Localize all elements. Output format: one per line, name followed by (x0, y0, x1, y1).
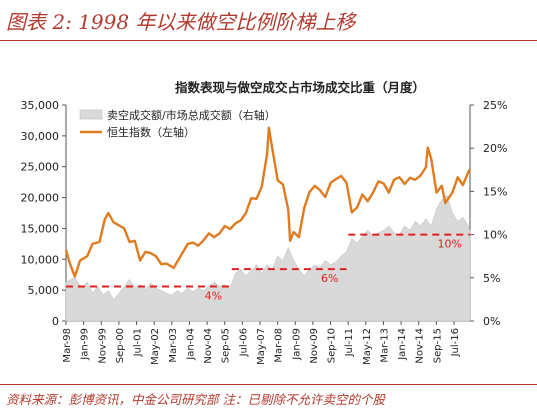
legend: 卖空成交额/市场总成交额（右轴） 恒生指数（左轴） (79, 108, 276, 139)
legend-swatch-area (79, 109, 103, 120)
hsi-line-path (64, 126, 472, 278)
x-tick-label: Nov-99 (97, 328, 108, 364)
x-tick-label: Mar-03 (168, 328, 179, 363)
y-left-tick-label: 5,000 (28, 284, 60, 297)
x-tick-label: Jan-14 (397, 328, 408, 361)
y-right-tick-label: 10% (483, 229, 507, 242)
legend-label-line: 恒生指数（左轴） (107, 125, 195, 139)
x-tick-label: May-07 (256, 328, 267, 365)
y-axis-left: 0 5,000 10,000 15,000 20,000 25,000 30,000 35,0… (21, 99, 67, 328)
x-tick-label: Nov-14 (415, 328, 426, 364)
x-tick-label: May-02 (150, 328, 161, 365)
x-tick-label: Sep-15 (432, 328, 443, 363)
x-tick-label: May-12 (362, 328, 373, 365)
y-left-tick-label: 15,000 (21, 222, 60, 235)
short-ratio-area-path (65, 195, 471, 322)
x-tick-label: Jul-01 (133, 328, 144, 357)
figure-title: 图表 2: 1998 年以来做空比例阶梯上移 (6, 10, 356, 34)
x-tick-label: Sep-10 (327, 328, 338, 363)
step-label: 6% (321, 272, 338, 285)
x-tick-label: Nov-09 (309, 328, 320, 364)
y-right-tick-label: 25% (483, 99, 507, 112)
y-left-tick-label: 30,000 (21, 130, 60, 143)
y-axis-right: 0% 5% 10% 15% 20% 25% (469, 99, 507, 328)
x-tick-label: Mar-13 (379, 328, 390, 363)
hsi-line (64, 126, 472, 278)
step-label: 4% (205, 289, 222, 302)
source-rule (0, 384, 537, 385)
x-tick-label: Jul-06 (238, 328, 249, 357)
x-axis: Mar-98 Jan-99 Nov-99 Sep-00 Jul-01 May-02 Mar-… (62, 320, 470, 365)
x-tick-label: Jul-11 (344, 328, 355, 357)
x-tick-label: Nov-04 (203, 328, 214, 364)
y-left-tick-label: 35,000 (21, 99, 60, 112)
legend-label-area: 卖空成交额/市场总成交额（右轴） (107, 108, 276, 122)
y-right-tick-label: 5% (483, 272, 500, 285)
y-left-tick-label: 0 (52, 315, 59, 328)
y-left-tick-label: 20,000 (21, 192, 60, 205)
x-tick-label: Jan-99 (80, 328, 91, 361)
y-right-tick-label: 20% (483, 142, 507, 155)
x-tick-label: Jan-04 (185, 328, 196, 361)
short-ratio-area (65, 195, 471, 322)
x-tick-label: Sep-05 (221, 328, 232, 363)
x-tick-label: Jan-09 (291, 328, 302, 361)
chart-title: 指数表现与做空成交占市场成交比重（月度） (175, 80, 425, 95)
step-markers: 4% 6% 10% (66, 233, 470, 302)
y-left-tick-label: 10,000 (21, 253, 60, 266)
y-right-tick-label: 15% (483, 185, 507, 198)
step-label: 10% (438, 238, 462, 251)
x-tick-label: Sep-00 (115, 328, 126, 363)
y-left-tick-label: 25,000 (21, 161, 60, 174)
x-tick-label: Mar-98 (62, 328, 73, 363)
x-tick-label: Mar-08 (274, 328, 285, 363)
source-note: 资料来源：彭博资讯，中金公司研究部 注：已剔除不允许卖空的个股 (6, 392, 385, 407)
y-right-tick-label: 0% (483, 315, 500, 328)
title-rule (0, 40, 537, 41)
x-tick-label: Jul-16 (450, 328, 461, 357)
